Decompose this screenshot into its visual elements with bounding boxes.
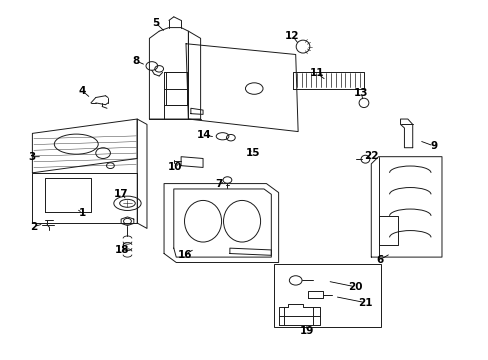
Text: 19: 19 <box>299 326 313 336</box>
Text: 7: 7 <box>215 179 223 189</box>
Text: 8: 8 <box>132 56 140 66</box>
Text: 20: 20 <box>348 282 362 292</box>
Text: 5: 5 <box>152 18 159 28</box>
Text: 21: 21 <box>357 298 372 308</box>
Text: 16: 16 <box>178 249 192 260</box>
Text: 13: 13 <box>353 88 368 98</box>
Text: 17: 17 <box>114 189 129 199</box>
Text: 2: 2 <box>30 222 38 231</box>
Text: 6: 6 <box>376 255 383 265</box>
Text: 15: 15 <box>245 148 260 158</box>
Text: 14: 14 <box>197 130 211 140</box>
Text: 22: 22 <box>363 150 378 161</box>
Text: 3: 3 <box>29 152 36 162</box>
Text: 10: 10 <box>168 162 182 172</box>
Text: 18: 18 <box>114 245 129 255</box>
Text: 12: 12 <box>285 31 299 41</box>
Text: 9: 9 <box>429 141 436 151</box>
Text: 1: 1 <box>79 208 86 218</box>
Text: 4: 4 <box>79 86 86 96</box>
Text: 11: 11 <box>309 68 323 78</box>
